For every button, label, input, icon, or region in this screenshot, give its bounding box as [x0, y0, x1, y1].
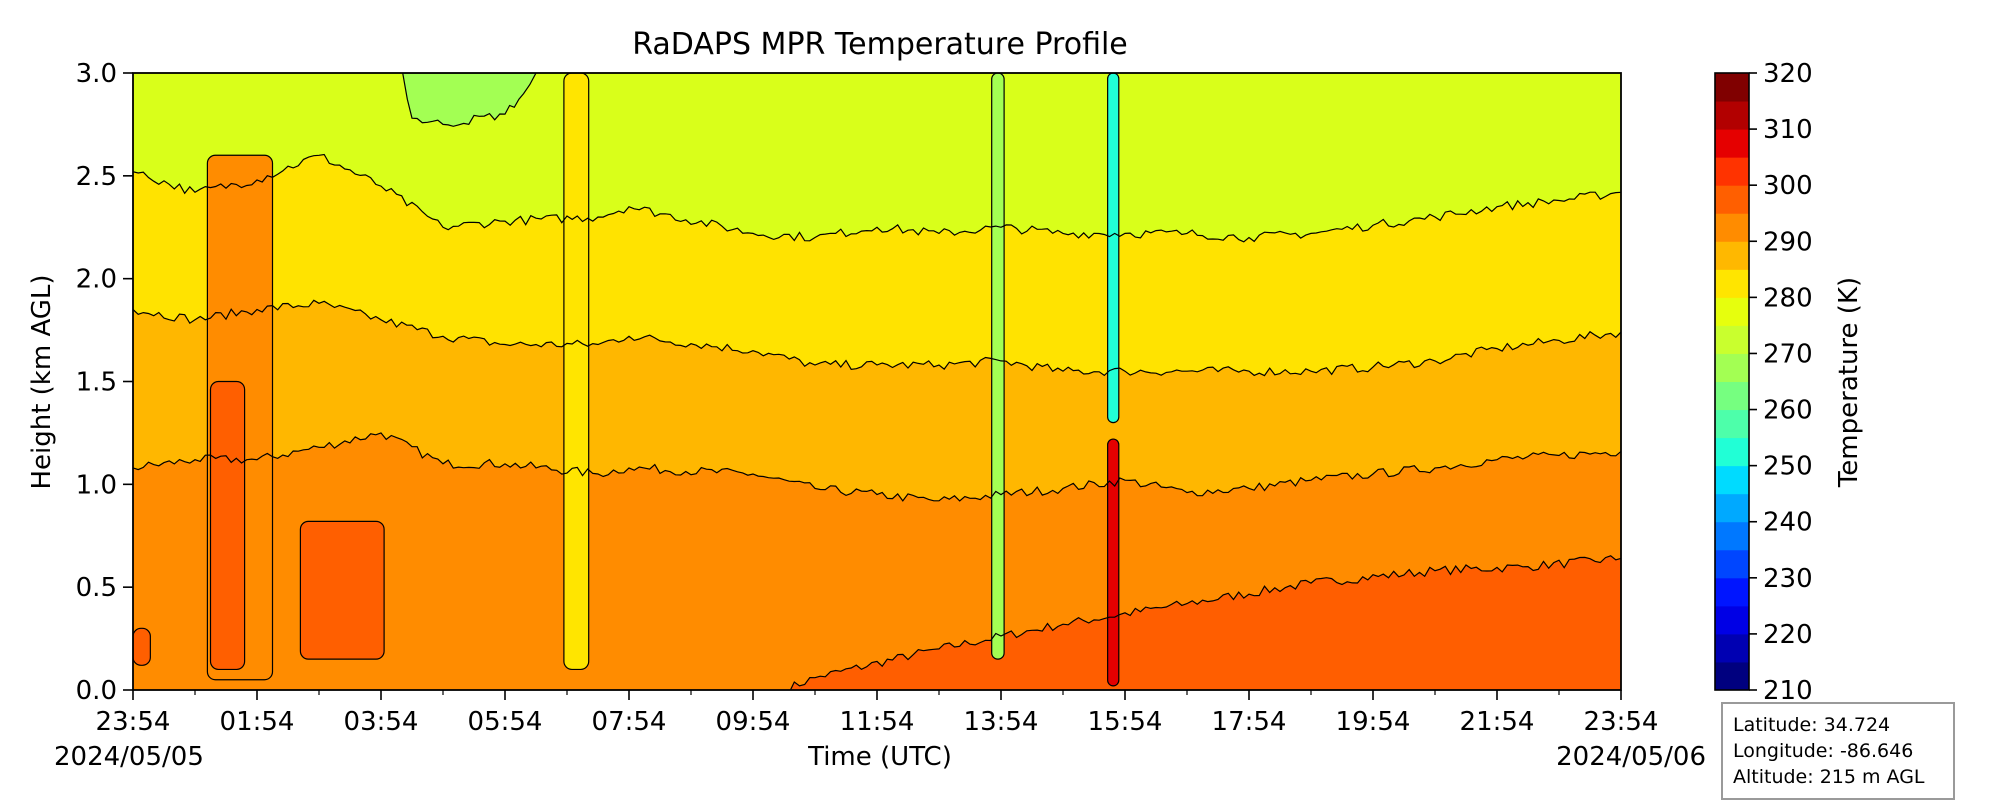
altitude-text: Altitude: 215 m AGL: [1733, 766, 1925, 788]
chart-title: RaDAPS MPR Temperature Profile: [632, 27, 1128, 62]
x-tick-label: 03:54: [344, 707, 419, 737]
x-tick-label: 07:54: [592, 707, 667, 737]
colorbar-tick-label: 320: [1763, 59, 1813, 89]
colorbar-segment: [1715, 185, 1749, 214]
colorbar-segment: [1715, 381, 1749, 411]
contour-feature: [299, 520, 385, 660]
colorbar-tick-label: 300: [1763, 171, 1813, 201]
colorbar-tick-label: 290: [1763, 227, 1813, 257]
colorbar-segment: [1715, 213, 1749, 242]
y-tick-label: 0.5: [76, 573, 117, 603]
colorbar-segment: [1715, 465, 1749, 495]
colorbar-label: Temperature (K): [1834, 277, 1864, 488]
colorbar-segment: [1715, 633, 1749, 663]
start-date-label: 2024/05/05: [54, 742, 204, 772]
colorbar-segment: [1715, 269, 1749, 298]
x-tick-label: 15:54: [1088, 707, 1163, 737]
colorbar-tick-label: 230: [1763, 564, 1813, 594]
y-tick-label: 1.0: [76, 470, 117, 500]
x-axis: 23:54 01:54 03:54 05:54 07:54 09:54 11:54 13:54…: [96, 690, 1659, 737]
end-date-label: 2024/05/06: [1556, 742, 1706, 772]
contour-line: [133, 432, 1621, 502]
colorbar-tick-label: 280: [1763, 283, 1813, 313]
colorbar: 210 220 230 240 250 260 270 280 290 300 310 320: [1714, 59, 1813, 706]
colorbar-tick-label: 250: [1763, 452, 1813, 482]
colorbar-segment: [1715, 129, 1749, 158]
x-axis-label: Time (UTC): [807, 742, 952, 772]
x-tick-label: 17:54: [1212, 707, 1287, 737]
y-tick-label: 1.5: [76, 368, 117, 398]
colorbar-segment: [1715, 437, 1749, 467]
colorbar-segment: [1715, 409, 1749, 439]
colorbar-segment: [1715, 353, 1749, 382]
colorbar-segment: [1715, 241, 1749, 270]
x-tick-label: 13:54: [964, 707, 1039, 737]
colorbar-tick-label: 270: [1763, 339, 1813, 369]
x-tick-label: 23:54: [96, 707, 171, 737]
colorbar-segment: [1715, 325, 1749, 354]
contour-fill-group: [133, 73, 1621, 690]
colorbar-tick-label: 240: [1763, 508, 1813, 538]
y-tick-label: 2.0: [76, 265, 117, 295]
y-axis: 0.0 0.5 1.0 1.5 2.0 2.5 3.0: [76, 59, 133, 706]
contour-line: [133, 153, 1621, 243]
contour-feature: [1107, 73, 1120, 424]
colorbar-segment: [1715, 73, 1749, 102]
contour-line: [784, 555, 1621, 690]
plot-area: [132, 72, 1622, 691]
y-tick-label: 3.0: [76, 59, 117, 89]
colorbar-segment: [1715, 549, 1749, 579]
colorbar-tick-label: 210: [1763, 676, 1813, 706]
contour-feature: [209, 380, 246, 671]
contour-feature: [1107, 438, 1120, 687]
x-tick-label: 09:54: [716, 707, 791, 737]
colorbar-segment: [1715, 297, 1749, 326]
x-tick-label: 05:54: [468, 707, 543, 737]
location-info-box: Latitude: 34.724 Longitude: -86.646 Alti…: [1721, 702, 1955, 800]
x-tick-label: 23:54: [1584, 707, 1659, 737]
contour-patch: [402, 73, 537, 127]
colorbar-tick-label: 260: [1763, 396, 1813, 426]
x-tick-label: 21:54: [1460, 707, 1535, 737]
colorbar-segment: [1715, 493, 1749, 523]
colorbar-tick-label: 310: [1763, 115, 1813, 145]
colorbar-tick-label: 220: [1763, 620, 1813, 650]
colorbar-segment: [1715, 157, 1749, 186]
contour-feature: [563, 73, 590, 671]
colorbar-segment: [1715, 661, 1749, 691]
contour-line: [133, 299, 1621, 377]
y-axis-label: Height (km AGL): [27, 274, 57, 489]
y-tick-label: 2.5: [76, 162, 117, 192]
x-tick-label: 01:54: [220, 707, 295, 737]
y-tick-label: 0.0: [76, 676, 117, 706]
x-tick-label: 11:54: [840, 707, 915, 737]
longitude-text: Longitude: -86.646: [1733, 740, 1914, 762]
colorbar-segment: [1715, 521, 1749, 551]
colorbar-frame: [1714, 72, 1750, 691]
colorbar-segment: [1715, 101, 1749, 130]
contour-feature: [991, 73, 1005, 660]
colorbar-segment: [1715, 577, 1749, 607]
x-tick-label: 19:54: [1336, 707, 1411, 737]
colorbar-segment: [1715, 605, 1749, 635]
latitude-text: Latitude: 34.724: [1733, 714, 1891, 736]
contour-feature: [133, 627, 151, 666]
